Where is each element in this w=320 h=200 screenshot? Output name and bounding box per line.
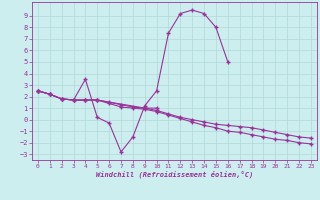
X-axis label: Windchill (Refroidissement éolien,°C): Windchill (Refroidissement éolien,°C) <box>96 171 253 178</box>
